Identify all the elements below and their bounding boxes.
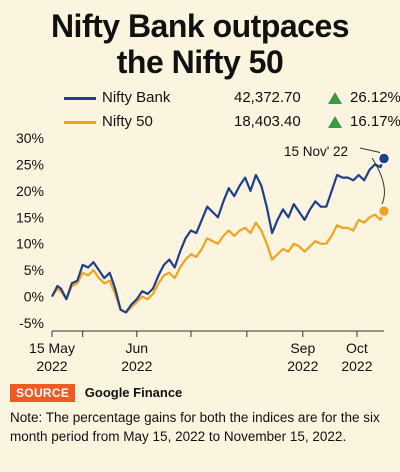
endpoint-nifty-bank	[377, 152, 391, 165]
y-tick-label: 30%	[16, 130, 44, 146]
annotation-label: 15 Nov' 22	[284, 144, 348, 159]
up-triangle-icon	[328, 92, 342, 104]
x-tick-label: Sep	[290, 340, 315, 356]
y-tick-label: 10%	[16, 236, 44, 252]
legend-row-nifty-50: Nifty 50 18,403.40 16.17%	[64, 110, 400, 134]
line-chart: -5% 0% 5% 10% 15% 20% 25% 30% 15 May 2022 Jun 2022 S…	[16, 130, 391, 374]
legend-row-nifty-bank: Nifty Bank 42,372.70 26.12%	[64, 86, 400, 110]
y-tick-label: 25%	[16, 156, 44, 172]
y-tick-label: 20%	[16, 183, 44, 199]
up-triangle-icon	[328, 116, 342, 128]
endpoint-nifty-50	[377, 204, 391, 218]
title-line-2: the Nifty 50	[116, 44, 284, 80]
legend-value-nifty-bank: 42,372.70	[234, 89, 301, 106]
x-tick-label: 2022	[341, 358, 372, 374]
legend: Nifty Bank 42,372.70 26.12% Nifty 50 18,…	[64, 86, 400, 134]
x-tick-label: 2022	[287, 358, 318, 374]
legend-change-nifty-50: 16.17%	[350, 113, 400, 130]
x-tick-label: Jun	[126, 340, 149, 356]
y-tick-label: 15%	[16, 209, 44, 225]
legend-value-nifty-50: 18,403.40	[234, 113, 301, 130]
source-badge: SOURCE	[10, 384, 76, 402]
annotation-arrow	[359, 147, 381, 153]
legend-swatch-nifty-50	[64, 121, 96, 124]
legend-name-nifty-50: Nifty 50	[102, 113, 153, 130]
title-line-1: Nifty Bank outpaces	[50, 8, 350, 44]
legend-change-nifty-bank: 26.12%	[350, 89, 400, 106]
x-tick-label: Oct	[346, 340, 368, 356]
footnote: Note: The percentage gains for both the …	[10, 410, 380, 444]
legend-swatch-nifty-bank	[64, 97, 96, 100]
source-line: SOURCE Google Finance	[10, 384, 182, 402]
x-tick-label: 2022	[36, 358, 67, 374]
chart-title: Nifty Bank outpaces the Nifty 50	[0, 0, 400, 80]
y-tick-label: 5%	[24, 262, 44, 278]
series-line-nifty-50	[51, 210, 386, 314]
x-tick-label: 15 May	[29, 340, 75, 356]
annotation-arrow	[371, 157, 385, 205]
source-text: Google Finance	[84, 385, 183, 400]
series-line-nifty-bank	[51, 158, 386, 314]
y-tick-label: 0%	[24, 289, 44, 305]
y-tick-label: -5%	[19, 315, 44, 331]
legend-name-nifty-bank: Nifty Bank	[102, 89, 171, 106]
x-tick-label: 2022	[121, 358, 152, 374]
